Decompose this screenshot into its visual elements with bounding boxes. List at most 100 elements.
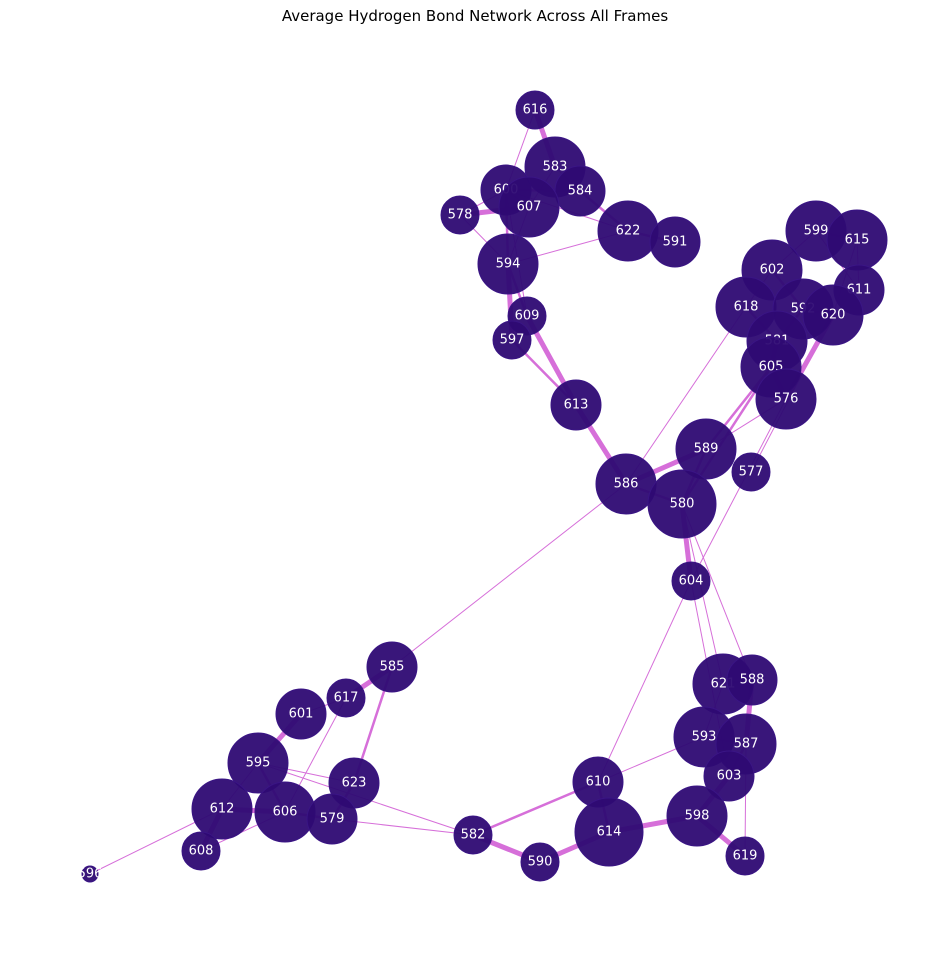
node-612: 612: [191, 778, 253, 840]
node-label: 607: [517, 200, 542, 215]
node-label: 614: [597, 825, 622, 840]
node-circle: [666, 785, 728, 847]
node-606: 606: [254, 781, 316, 843]
node-circle: [81, 865, 99, 883]
node-circle: [181, 831, 221, 871]
node-label: 597: [500, 333, 525, 348]
node-circle: [306, 793, 358, 845]
node-label: 613: [564, 398, 589, 413]
node-594: 594: [477, 233, 539, 295]
node-label: 617: [334, 691, 359, 706]
node-580: 580: [647, 469, 717, 539]
node-label: 603: [717, 769, 742, 784]
node-circle: [802, 284, 864, 346]
node-circle: [703, 750, 755, 802]
node-circle: [726, 654, 778, 706]
node-590: 590: [520, 842, 560, 882]
node-596: 596: [78, 865, 103, 883]
node-label: 598: [685, 809, 710, 824]
node-617: 617: [326, 678, 366, 718]
node-label: 612: [210, 802, 235, 817]
node-circle: [477, 233, 539, 295]
node-circle: [275, 688, 327, 740]
node-circle: [574, 797, 644, 867]
node-circle: [440, 195, 480, 235]
node-label: 610: [586, 775, 611, 790]
node-585: 585: [366, 641, 418, 693]
node-circle: [671, 561, 711, 601]
node-circle: [520, 842, 560, 882]
node-label: 578: [448, 208, 473, 223]
node-577: 577: [731, 452, 771, 492]
node-label: 609: [515, 309, 540, 324]
node-578: 578: [440, 195, 480, 235]
edge-576-604: [690, 398, 787, 582]
node-label: 601: [289, 707, 314, 722]
node-576: 576: [755, 368, 817, 430]
node-circle: [326, 678, 366, 718]
node-label: 606: [273, 805, 298, 820]
node-label: 604: [679, 574, 704, 589]
node-circle: [731, 452, 771, 492]
node-label: 577: [739, 465, 764, 480]
chart-title: Average Hydrogen Bond Network Across All…: [281, 7, 669, 25]
node-619: 619: [725, 836, 765, 876]
node-591: 591: [649, 216, 701, 268]
edge-586-618: [625, 306, 747, 485]
node-circle: [366, 641, 418, 693]
node-620: 620: [802, 284, 864, 346]
node-label: 583: [543, 160, 568, 175]
node-label: 608: [189, 844, 214, 859]
node-label: 590: [528, 855, 553, 870]
node-584: 584: [554, 165, 606, 217]
node-label: 579: [320, 812, 345, 827]
node-604: 604: [671, 561, 711, 601]
node-label: 588: [740, 673, 765, 688]
node-589: 589: [675, 418, 737, 480]
node-616: 616: [515, 90, 555, 130]
node-label: 595: [246, 756, 271, 771]
node-613: 613: [550, 379, 602, 431]
node-label: 616: [523, 103, 548, 118]
node-circle: [755, 368, 817, 430]
nodes-layer: 6165836005846075786225915946095976135996…: [78, 90, 888, 883]
node-607: 607: [498, 176, 560, 238]
node-label: 591: [663, 235, 688, 250]
node-label: 580: [670, 497, 695, 512]
node-label: 623: [342, 776, 367, 791]
node-label: 618: [734, 300, 759, 315]
node-circle: [492, 320, 532, 360]
node-circle: [191, 778, 253, 840]
node-label: 622: [616, 224, 641, 239]
node-579: 579: [306, 793, 358, 845]
node-label: 587: [734, 737, 759, 752]
node-label: 585: [380, 660, 405, 675]
node-595: 595: [227, 732, 289, 794]
node-label: 593: [692, 730, 717, 745]
node-597: 597: [492, 320, 532, 360]
node-circle: [647, 469, 717, 539]
node-circle: [498, 176, 560, 238]
node-label: 615: [845, 233, 870, 248]
node-614: 614: [574, 797, 644, 867]
node-label: 602: [760, 263, 785, 278]
node-615: 615: [826, 209, 888, 271]
node-586: 586: [595, 453, 657, 515]
node-label: 582: [461, 828, 486, 843]
node-label: 576: [774, 392, 799, 407]
node-circle: [554, 165, 606, 217]
node-label: 596: [78, 867, 103, 882]
node-label: 589: [694, 442, 719, 457]
node-588: 588: [726, 654, 778, 706]
node-622: 622: [597, 200, 659, 262]
node-label: 584: [568, 184, 593, 199]
node-circle: [675, 418, 737, 480]
node-circle: [649, 216, 701, 268]
node-label: 619: [733, 849, 758, 864]
node-603: 603: [703, 750, 755, 802]
node-label: 599: [804, 224, 829, 239]
node-608: 608: [181, 831, 221, 871]
node-582: 582: [453, 815, 493, 855]
edge-604-610: [597, 580, 692, 783]
node-610: 610: [572, 756, 624, 808]
